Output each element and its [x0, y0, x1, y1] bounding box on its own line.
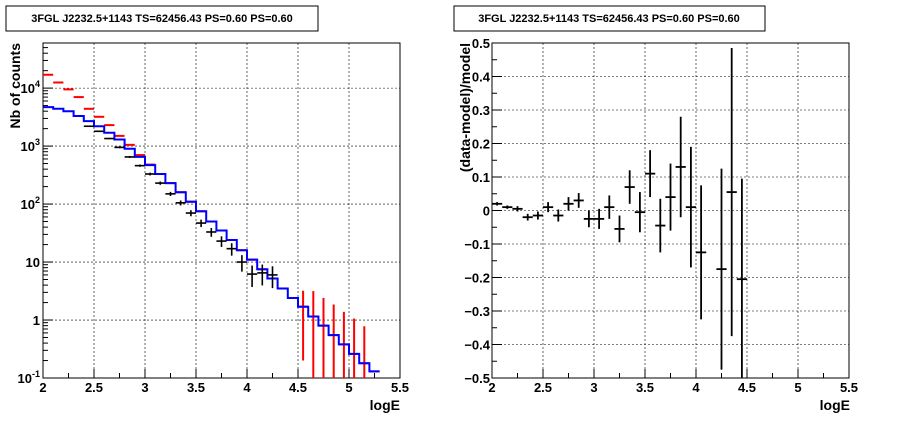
y-axis-label-left: Nb of counts [7, 43, 23, 129]
x-tick-label: 3 [141, 380, 148, 395]
x-tick-label: 4 [692, 380, 700, 395]
x-tick-label: 5 [794, 380, 801, 395]
x-tick-label: 3 [590, 380, 597, 395]
x-tick-label: 2.5 [85, 380, 103, 395]
y-tick-label: 0 [483, 204, 490, 219]
y-tick-label: 0.4 [472, 70, 491, 85]
y-tick-label: 10 [26, 255, 40, 270]
x-axis-label-left: logE [370, 397, 400, 413]
y-tick-label: 0.5 [472, 36, 490, 51]
chart-title-left: 3FGL J2232.5+1143 TS=62456.43 PS=0.60 PS… [31, 13, 293, 25]
x-axis-label-right: logE [820, 397, 850, 413]
x-tick-label: 5.5 [391, 380, 409, 395]
y-axis-label-right: (data-model)/model [457, 43, 473, 172]
title-box-left [5, 5, 319, 32]
plot-frame-left [42, 42, 401, 379]
counts-panel: 3FGL J2232.5+1143 TS=62456.43 PS=0.60 PS… [5, 5, 409, 413]
x-tick-label: 2 [39, 380, 46, 395]
y-tick-label: −0.4 [464, 338, 490, 353]
x-tick-label: 4 [243, 380, 251, 395]
x-tick-label: 2 [488, 380, 495, 395]
y-tick-label: 1 [33, 313, 40, 328]
x-tick-label: 5 [345, 380, 352, 395]
series-left [43, 73, 380, 378]
x-tick-label: 4.5 [289, 380, 307, 395]
model-blue-histogram [43, 106, 380, 373]
grid-left [43, 43, 400, 378]
chart-title-right: 3FGL J2232.5+1143 TS=62456.43 PS=0.60 PS… [478, 13, 740, 25]
x-tick-label: 5.5 [840, 380, 858, 395]
x-ticks-left: 2 2.5 3 3.5 4 4.5 5 5.5 [39, 369, 409, 395]
residuals-panel: 3FGL J2232.5+1143 TS=62456.43 PS=0.60 PS… [453, 5, 858, 413]
y-tick-label: −0.3 [464, 304, 490, 319]
x-tick-label: 4.5 [738, 380, 756, 395]
x-tick-label: 2.5 [534, 380, 552, 395]
title-box-right [453, 5, 766, 32]
y-tick-label: 104 [21, 79, 40, 96]
y-tick-label: −0.2 [464, 271, 490, 286]
y-ticks-left: 10-1 1 10 102 103 104 [18, 42, 53, 386]
y-tick-label: 103 [21, 137, 40, 154]
grid-right [492, 43, 849, 378]
y-tick-label: 10-1 [18, 369, 40, 386]
y-ticks-right: −0.5 −0.4 −0.3 −0.2 −0.1 0 0.1 0.2 0.3 0.4 0.5 [464, 36, 502, 386]
y-tick-label: 0.2 [472, 137, 490, 152]
x-ticks-right: 2 2.5 3 3.5 4 4.5 5 5.5 [488, 369, 858, 395]
x-tick-label: 3.5 [636, 380, 654, 395]
x-tick-label: 3.5 [187, 380, 205, 395]
series-right [492, 48, 747, 378]
y-tick-label: −0.1 [464, 237, 490, 252]
y-tick-label: 0.1 [472, 170, 490, 185]
y-tick-label: −0.5 [464, 371, 490, 386]
y-tick-label: 0.3 [472, 103, 490, 118]
y-tick-label: 102 [21, 195, 40, 212]
